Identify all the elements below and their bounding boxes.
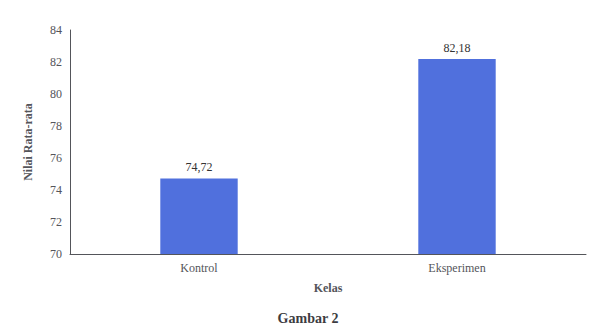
- svg-text:Gambar 2: Gambar 2: [278, 311, 339, 326]
- svg-text:82,18: 82,18: [444, 41, 471, 55]
- svg-text:Nilai Rata-rata: Nilai Rata-rata: [21, 103, 35, 181]
- svg-text:Kontrol: Kontrol: [180, 261, 218, 275]
- svg-text:80: 80: [50, 87, 62, 101]
- svg-text:70: 70: [50, 247, 62, 261]
- svg-text:76: 76: [50, 151, 62, 165]
- svg-text:Eksperimen: Eksperimen: [428, 261, 485, 275]
- svg-text:82: 82: [50, 55, 62, 69]
- svg-text:78: 78: [50, 119, 62, 133]
- svg-text:Kelas: Kelas: [314, 281, 343, 295]
- svg-text:74: 74: [50, 183, 62, 197]
- svg-text:72: 72: [50, 215, 62, 229]
- svg-text:74,72: 74,72: [186, 160, 213, 174]
- svg-text:84: 84: [50, 23, 62, 37]
